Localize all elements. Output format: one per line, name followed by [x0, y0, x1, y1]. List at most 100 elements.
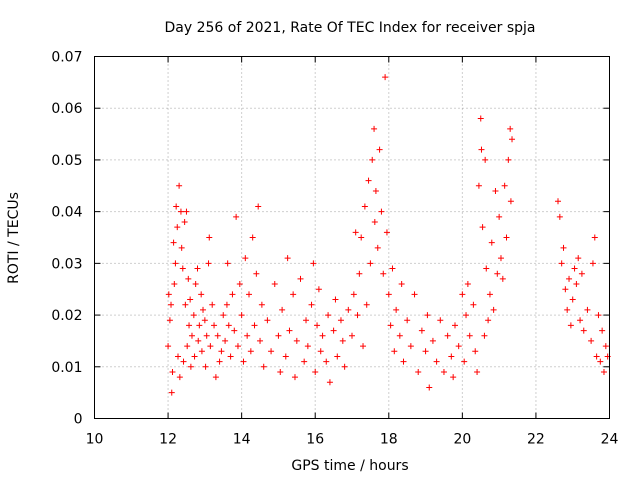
- data-point-marker: [168, 389, 175, 396]
- data-point-marker: [599, 327, 606, 334]
- data-point-marker: [209, 301, 216, 308]
- data-point-marker: [418, 327, 425, 334]
- data-point-marker: [330, 327, 337, 334]
- data-point-marker: [492, 187, 499, 194]
- data-point-marker: [282, 353, 289, 360]
- data-point-marker: [312, 368, 319, 375]
- data-point-marker: [389, 265, 396, 272]
- data-point-marker: [407, 343, 414, 350]
- data-point-marker: [452, 322, 458, 329]
- data-point-marker: [595, 312, 602, 319]
- data-point-marker: [277, 368, 284, 375]
- data-point-marker: [184, 343, 191, 350]
- data-point-marker: [437, 317, 444, 324]
- data-point-marker: [562, 286, 569, 293]
- data-point-marker: [178, 244, 185, 251]
- data-point-marker: [218, 348, 225, 355]
- data-point-marker: [361, 203, 368, 210]
- data-point-marker: [308, 301, 315, 308]
- data-point-marker: [192, 281, 199, 288]
- data-point-marker: [478, 146, 485, 153]
- data-point-marker: [470, 301, 477, 308]
- data-point-marker: [497, 255, 504, 262]
- x-axis-label: GPS time / hours: [291, 458, 408, 474]
- data-point-marker: [211, 322, 218, 329]
- data-point-marker: [214, 332, 221, 339]
- data-point-marker: [202, 363, 209, 370]
- data-point-marker: [584, 306, 591, 313]
- data-point-marker: [187, 363, 194, 370]
- data-point-marker: [186, 322, 193, 329]
- data-point-marker: [464, 281, 471, 288]
- data-point-marker: [564, 306, 571, 313]
- data-point-marker: [310, 260, 317, 267]
- data-point-marker: [474, 368, 481, 375]
- data-point-marker: [488, 239, 495, 246]
- data-point-marker: [376, 146, 383, 153]
- data-point-marker: [349, 332, 355, 339]
- data-point-marker: [323, 358, 330, 365]
- data-point-marker: [486, 291, 493, 298]
- data-point-marker: [588, 337, 595, 344]
- data-point-marker: [286, 327, 293, 334]
- data-point-marker: [472, 348, 479, 355]
- data-point-marker: [380, 270, 387, 277]
- data-point-marker: [304, 343, 311, 350]
- data-point-marker: [257, 337, 264, 344]
- grid: [94, 56, 610, 419]
- data-point-marker: [198, 291, 205, 298]
- data-point-marker: [475, 182, 482, 189]
- plot-frame: [94, 56, 610, 419]
- data-points: [165, 74, 611, 396]
- data-point-marker: [385, 291, 392, 298]
- x-tick-label: 22: [527, 432, 545, 448]
- data-point-marker: [602, 343, 609, 350]
- data-point-marker: [216, 358, 223, 365]
- data-point-marker: [238, 312, 245, 319]
- data-point-marker: [234, 343, 241, 350]
- data-point-marker: [378, 208, 385, 215]
- data-point-marker: [187, 296, 194, 303]
- data-point-marker: [205, 260, 212, 267]
- data-point-marker: [271, 281, 278, 288]
- data-point-marker: [173, 203, 180, 210]
- data-point-marker: [337, 317, 344, 324]
- data-point-marker: [182, 301, 189, 308]
- data-point-marker: [459, 291, 466, 298]
- data-point-marker: [463, 312, 470, 319]
- chart-title: Day 256 of 2021, Rate Of TEC Index for r…: [164, 20, 535, 36]
- data-point-marker: [249, 234, 256, 241]
- data-point-marker: [275, 332, 282, 339]
- data-point-marker: [450, 374, 457, 381]
- data-point-marker: [314, 322, 321, 329]
- data-point-marker: [573, 281, 580, 288]
- data-point-marker: [176, 182, 183, 189]
- y-tick-label: 0.06: [51, 101, 82, 117]
- data-point-marker: [455, 343, 462, 350]
- y-axis-label: ROTI / TECUs: [6, 192, 22, 284]
- data-point-marker: [575, 255, 582, 262]
- data-point-marker: [181, 218, 188, 225]
- data-point-marker: [165, 291, 172, 298]
- data-point-marker: [382, 74, 389, 81]
- data-point-marker: [591, 234, 598, 241]
- data-point-marker: [400, 358, 407, 365]
- y-tick-label: 0.02: [51, 308, 82, 324]
- data-point-marker: [593, 353, 600, 360]
- data-point-marker: [255, 203, 262, 210]
- data-point-marker: [315, 286, 322, 293]
- data-point-marker: [200, 306, 207, 313]
- data-point-marker: [448, 353, 455, 360]
- data-point-marker: [363, 301, 370, 308]
- data-point-marker: [174, 224, 181, 231]
- data-point-marker: [374, 244, 381, 251]
- data-point-marker: [246, 291, 252, 298]
- data-point-marker: [224, 260, 231, 267]
- data-point-marker: [503, 234, 510, 241]
- y-tick-label: 0.07: [51, 50, 82, 66]
- data-point-marker: [369, 156, 376, 163]
- data-point-marker: [231, 327, 238, 334]
- data-point-marker: [567, 322, 574, 329]
- data-point-marker: [207, 343, 214, 350]
